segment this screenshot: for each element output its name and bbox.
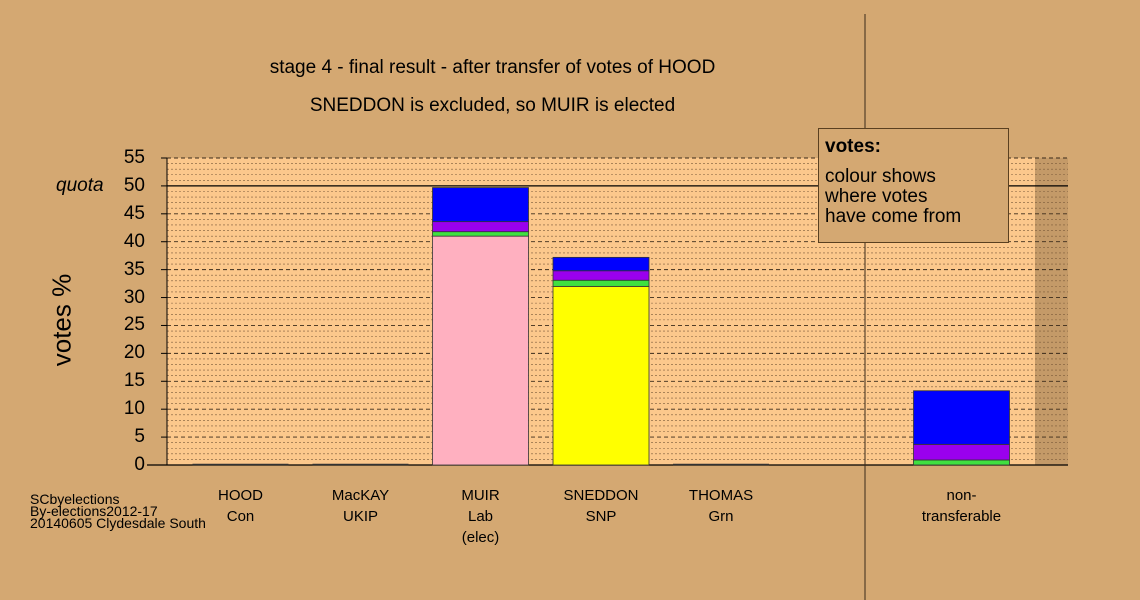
plot-area-shaded [1035, 158, 1068, 465]
footer-source: SCbyelections [30, 491, 120, 507]
footer-election: 20140605 Clydesdale South [30, 515, 206, 531]
y-axis-label: votes % [46, 273, 77, 367]
y-tick-label: 5 [134, 426, 145, 448]
bar-segment [432, 235, 529, 466]
bar-segment [432, 231, 529, 237]
x-tick-label: Grn [708, 508, 734, 525]
bar-segment [432, 187, 529, 223]
y-tick-label: 45 [123, 202, 145, 224]
bar-segment [913, 443, 1010, 461]
y-tick-label: 35 [123, 258, 145, 280]
y-tick-label: 55 [123, 147, 145, 168]
y-tick-label: 50 [123, 174, 145, 196]
quota-label: quota [56, 175, 104, 196]
x-tick-label: non- [946, 487, 977, 504]
chart-subtitle: SNEDDON is excluded, so MUIR is elected [309, 95, 676, 116]
x-tick-label: HOOD [218, 487, 263, 504]
x-tick-label: THOMAS [688, 487, 754, 504]
y-tick-label: 0 [134, 454, 145, 475]
legend: votes: colour shows where votes have com… [818, 128, 1009, 243]
x-tick-label: (elec) [461, 529, 500, 546]
legend-title: votes: [825, 136, 881, 157]
bar-segment [552, 270, 650, 281]
bar-segment [552, 256, 650, 272]
x-tick-label: SNP [585, 508, 617, 525]
y-tick-label: 40 [123, 230, 145, 252]
x-tick-label: MUIR [461, 487, 500, 504]
x-tick-label: Lab [467, 508, 494, 525]
bar-segment [913, 390, 1010, 445]
y-tick-label: 15 [123, 370, 145, 392]
y-tick-label: 25 [123, 314, 145, 336]
bar-segment [552, 279, 650, 287]
bars [192, 187, 1010, 466]
y-tick-label: 10 [123, 398, 145, 420]
footer-series: By-elections2012-17 [30, 503, 158, 519]
bar-segment [552, 285, 650, 466]
x-tick-label: transferable [921, 508, 1002, 525]
x-tick-label: Con [226, 508, 255, 525]
bar-segment [913, 459, 1010, 466]
y-tick-label: 20 [123, 342, 145, 364]
y-tick-label: 30 [123, 286, 145, 308]
bar-segment [432, 221, 529, 233]
chart-title: stage 4 - final result - after transfer … [269, 57, 716, 78]
legend-line: colour shows [825, 166, 936, 187]
legend-line: where votes [825, 186, 928, 207]
legend-line: have come from [825, 206, 962, 227]
x-tick-label: MacKAY [331, 487, 390, 504]
x-tick-label: SNEDDON [563, 487, 639, 504]
x-tick-label: UKIP [342, 508, 378, 525]
